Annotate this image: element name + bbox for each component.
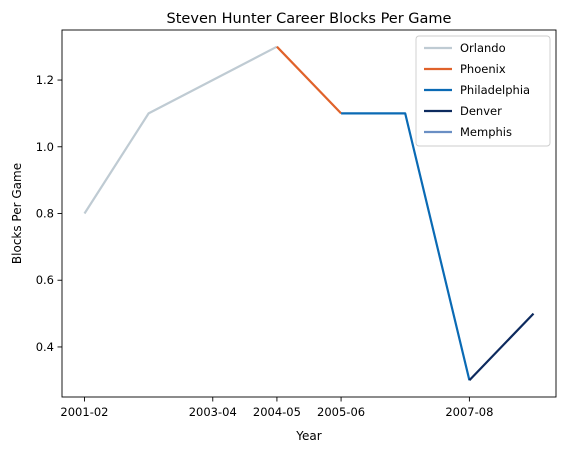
series-line-philadelphia xyxy=(341,112,471,381)
legend-label-orlando: Orlando xyxy=(460,41,506,55)
y-tick-label: 1.0 xyxy=(36,140,54,154)
series-layer xyxy=(83,45,535,382)
legend-label-memphis: Memphis xyxy=(460,125,512,139)
y-axis-label: Blocks Per Game xyxy=(10,163,24,264)
chart-title: Steven Hunter Career Blocks Per Game xyxy=(167,11,452,27)
x-tick-label: 2003-04 xyxy=(189,405,237,419)
series-line-denver xyxy=(468,312,535,382)
legend: Orlando Phoenix Philadelphia Denver Memphis xyxy=(415,35,551,147)
legend-label-denver: Denver xyxy=(460,104,502,118)
x-tick-label: 2001-02 xyxy=(60,405,108,419)
series-line-phoenix xyxy=(276,45,342,115)
x-axis-label: Year xyxy=(295,429,321,443)
x-tick-label: 2005-06 xyxy=(317,405,365,419)
y-tick-label: 0.6 xyxy=(36,273,54,287)
series-line-orlando xyxy=(83,45,278,215)
y-axis: 0.4 0.6 0.8 1.0 1.2 xyxy=(36,73,62,354)
legend-label-philadelphia: Philadelphia xyxy=(460,83,530,97)
x-tick-label: 2007-08 xyxy=(445,405,493,419)
x-axis: 2001-02 2003-04 2004-05 2005-06 2007-08 xyxy=(60,397,493,419)
legend-label-phoenix: Phoenix xyxy=(460,62,506,76)
y-tick-label: 0.8 xyxy=(36,207,54,221)
x-tick-label: 2004-05 xyxy=(253,405,301,419)
legend-box xyxy=(415,35,551,147)
y-tick-label: 0.4 xyxy=(36,340,54,354)
y-tick-label: 1.2 xyxy=(36,73,54,87)
